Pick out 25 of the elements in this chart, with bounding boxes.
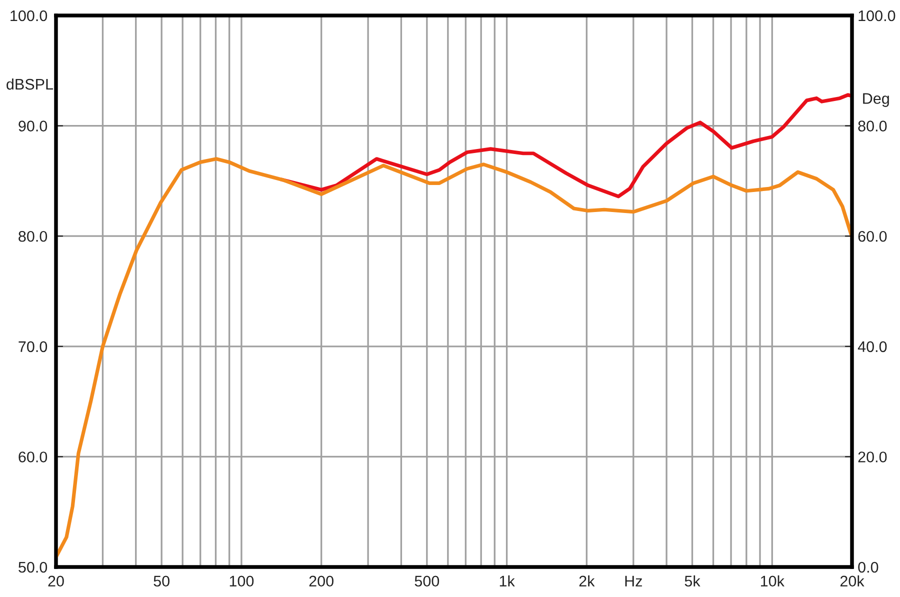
y2-tick-label: 40.0: [858, 341, 887, 352]
y2-axis-title: Deg: [863, 93, 889, 107]
x-tick-label: 20: [48, 576, 64, 587]
y2-tick-label: 80.0: [858, 120, 887, 132]
y2-tick-label: 60.0: [858, 230, 887, 242]
y-tick-label: 100.0: [10, 10, 48, 22]
y-tick-label: 80.0: [18, 230, 48, 242]
x-tick-label: 1k: [500, 575, 515, 586]
y-tick-label: 60.0: [18, 452, 48, 462]
x-tick-label: 500: [414, 576, 440, 587]
y-tick-label: 70.0: [18, 341, 48, 352]
y2-tick-label: 0.0: [858, 562, 878, 573]
x-tick-label: 200: [309, 576, 334, 587]
x-tick-label: 10k: [760, 575, 784, 587]
y-axis-title: dBSPL: [6, 78, 54, 90]
y2-tick-label: 20.0: [858, 452, 887, 462]
x-tick-label: 20k: [840, 575, 864, 587]
x-tick-label: 2k: [579, 575, 595, 586]
x-tick-label: 100: [230, 576, 254, 587]
y2-tick-label: 100.0: [858, 10, 896, 22]
x-tick-label: Hz: [625, 576, 642, 586]
y-tick-label: 50.0: [18, 562, 48, 573]
x-tick-label: 50: [154, 576, 170, 587]
y-tick-label: 90.0: [18, 120, 48, 132]
x-tick-label: 5k: [684, 575, 700, 587]
